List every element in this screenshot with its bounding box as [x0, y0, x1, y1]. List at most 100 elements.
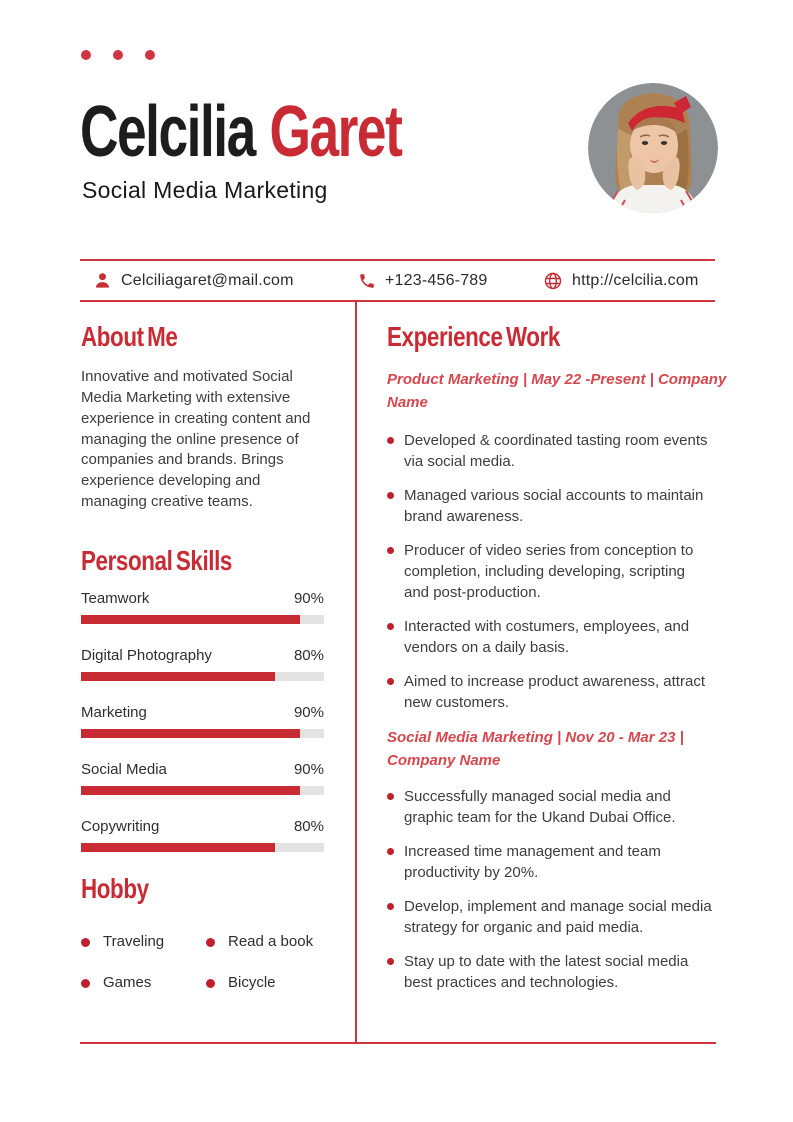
skill-percent: 90% [293, 589, 324, 607]
experience-heading: Experience Work [387, 321, 560, 352]
bottom-rule [80, 1042, 716, 1044]
bullet-icon [387, 437, 394, 445]
skill-row: Marketing 90% [81, 703, 324, 738]
contact-phone[interactable]: +123-456-789 [358, 261, 488, 300]
bullet-icon [387, 793, 394, 801]
bullet-text: Successfully managed social media and gr… [404, 788, 676, 827]
bullet-text: Develop, implement and manage social med… [404, 898, 712, 937]
website-text: http://celcilia.com [572, 271, 699, 289]
bullet-item: Increased time management and team produ… [387, 841, 712, 883]
bullet-icon [387, 547, 394, 555]
hobby-label: Games [103, 974, 152, 992]
dot-icon [145, 50, 155, 60]
bullet-item: Aimed to increase product awareness, att… [387, 671, 712, 713]
skill-bar-track [81, 614, 324, 624]
bullet-text: Increased time management and team produ… [404, 843, 661, 882]
person-icon [93, 271, 112, 290]
bullet-icon [387, 492, 394, 500]
skill-bar-fill [81, 785, 300, 795]
skill-bar-track [81, 842, 324, 852]
decorative-dots [81, 50, 155, 60]
skill-bar-track [81, 785, 324, 795]
last-name: Garet [269, 92, 403, 172]
job-bullet-list: Successfully managed social media and gr… [387, 786, 712, 993]
profile-photo [588, 83, 718, 213]
right-column: Experience Work Product Marketing | May … [387, 322, 732, 1006]
column-divider [355, 302, 357, 1042]
skill-bar-fill [81, 614, 300, 624]
bullet-icon [387, 678, 394, 686]
dot-icon [81, 50, 91, 60]
skill-label: Digital Photography [81, 646, 212, 664]
hobby-heading: Hobby [81, 872, 149, 904]
skill-bar-fill [81, 842, 276, 852]
bullet-text: Developed & coordinated tasting room eve… [404, 432, 708, 471]
hobby-label: Read a book [228, 933, 314, 951]
bullet-item: Develop, implement and manage social med… [387, 896, 712, 938]
bullet-icon [206, 937, 215, 947]
bullet-item: Developed & coordinated tasting room eve… [387, 430, 712, 472]
bullet-item: Successfully managed social media and gr… [387, 786, 712, 828]
profession-subtitle: Social Media Marketing [82, 177, 328, 203]
bullet-icon [387, 958, 394, 966]
contact-email[interactable]: Celciliagaret@mail.com [93, 261, 294, 300]
portrait-illustration [588, 83, 718, 213]
first-name: Celcilia [80, 92, 270, 172]
skill-row: Copywriting 80% [81, 817, 324, 852]
skill-percent: 90% [293, 760, 324, 778]
skill-row: Digital Photography 80% [81, 646, 324, 681]
skill-bar-fill [81, 671, 276, 681]
bullet-text: Stay up to date with the latest social m… [404, 953, 689, 992]
hobby-item: Traveling [81, 932, 206, 952]
phone-text: +123-456-789 [385, 271, 488, 289]
hobby-label: Traveling [103, 933, 165, 951]
dot-icon [113, 50, 123, 60]
skill-bar-track [81, 671, 324, 681]
skill-percent: 80% [293, 646, 324, 664]
bullet-icon [387, 903, 394, 911]
skill-bar-track [81, 728, 324, 738]
contact-bar: Celciliagaret@mail.com +123-456-789 http… [80, 259, 715, 302]
bullet-item: Producer of video series from conception… [387, 540, 712, 603]
personal-skills-heading: Personal Skills [81, 545, 232, 577]
globe-icon [543, 271, 563, 291]
hobby-list: Traveling Read a book Games Bicycle [81, 932, 324, 993]
bullet-text: Managed various social accounts to maint… [404, 487, 704, 526]
bullet-icon [387, 848, 394, 856]
hobby-item: Games [81, 973, 206, 993]
page-title: Celcilia Garet [80, 96, 403, 168]
bullet-icon [387, 623, 394, 631]
skill-bar-fill [81, 728, 300, 738]
hobby-item: Read a book [206, 932, 324, 952]
skill-row: Social Media 90% [81, 760, 324, 795]
bullet-text: Interacted with costumers, employees, an… [404, 618, 690, 657]
left-column: About Me Innovative and motivated Social… [81, 322, 324, 993]
skills-list: Teamwork 90% Digital Photography 80% Mar… [81, 589, 324, 852]
bullet-text: Producer of video series from conception… [404, 542, 694, 602]
hobby-item: Bicycle [206, 973, 324, 993]
about-me-text: Innovative and motivated Social Media Ma… [81, 368, 311, 510]
hobby-label: Bicycle [228, 974, 276, 992]
bullet-item: Stay up to date with the latest social m… [387, 951, 712, 993]
bullet-icon [206, 978, 215, 988]
phone-icon [358, 272, 376, 290]
skill-label: Teamwork [81, 589, 150, 607]
skill-label: Marketing [81, 703, 147, 721]
skill-label: Copywriting [81, 817, 160, 835]
contact-website[interactable]: http://celcilia.com [543, 261, 699, 300]
job-heading: Social Media Marketing | Nov 20 - Mar 23… [387, 729, 684, 770]
skill-percent: 80% [293, 817, 324, 835]
bullet-icon [81, 937, 90, 947]
email-text: Celciliagaret@mail.com [121, 271, 294, 289]
job-heading: Product Marketing | May 22 -Present | Co… [387, 371, 727, 412]
bullet-icon [81, 978, 90, 988]
bullet-item: Managed various social accounts to maint… [387, 485, 712, 527]
skill-label: Social Media [81, 760, 167, 778]
skill-percent: 90% [293, 703, 324, 721]
job-bullet-list: Developed & coordinated tasting room eve… [387, 430, 712, 713]
about-me-heading: About Me [81, 321, 178, 352]
bullet-item: Interacted with costumers, employees, an… [387, 616, 712, 658]
bullet-text: Aimed to increase product awareness, att… [404, 673, 705, 712]
skill-row: Teamwork 90% [81, 589, 324, 624]
